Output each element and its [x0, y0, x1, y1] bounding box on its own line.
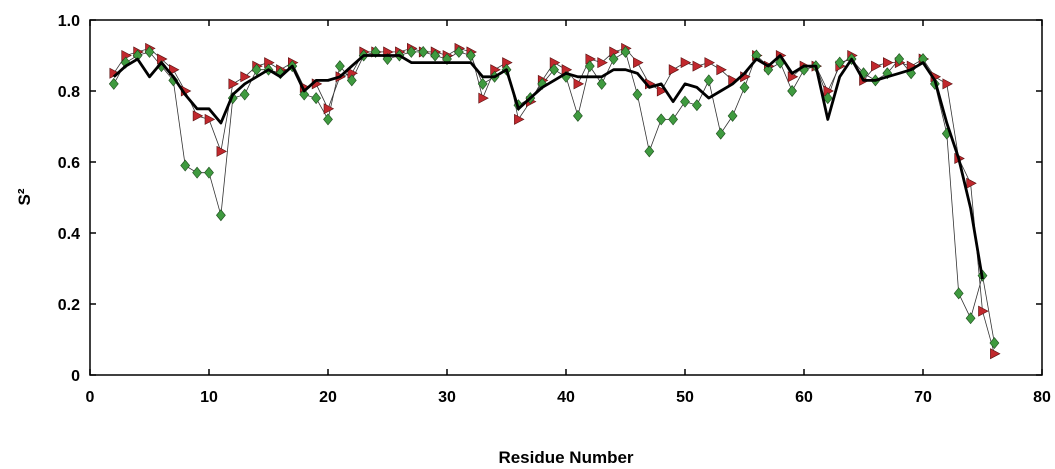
green-diamond-point: [739, 81, 750, 94]
red-triangle-point: [716, 64, 727, 76]
green-diamond-point: [965, 312, 976, 325]
green-diamond-point: [311, 92, 321, 105]
green-diamond-point: [680, 95, 690, 108]
red-triangle-point: [942, 78, 953, 90]
green-diamond-point: [299, 88, 310, 101]
y-tick-label: 0.6: [58, 155, 80, 172]
green-diamond-point: [323, 113, 333, 126]
red-triangle-point: [871, 60, 882, 72]
series-layer: [108, 42, 1001, 360]
y-tick-label: 1.0: [58, 13, 80, 30]
x-tick-label: 70: [914, 389, 932, 406]
green-diamond-point: [465, 49, 476, 62]
x-tick-label: 0: [86, 389, 95, 406]
green-diamond-point: [335, 60, 345, 73]
red-triangle-point: [323, 103, 335, 115]
red-triangle-point: [692, 60, 704, 72]
x-tick-label: 50: [676, 389, 694, 406]
red-triangle-point: [192, 110, 204, 122]
y-tick-label: 0.2: [58, 297, 80, 314]
x-tick-label: 10: [200, 389, 218, 406]
green-diamond-point: [715, 127, 726, 140]
green-diamond-point: [180, 159, 191, 172]
green-diamond-point: [573, 109, 583, 122]
green-diamond-point: [204, 166, 214, 179]
green-diamond-point: [894, 53, 905, 66]
green-diamond-point: [703, 74, 714, 87]
red-triangle-point: [680, 57, 692, 69]
green-diamond-point: [596, 77, 607, 90]
green-diamond-point: [454, 45, 464, 58]
green-diamond-point: [239, 88, 250, 101]
x-tick-label: 40: [557, 389, 575, 406]
red-triangle-point: [573, 78, 585, 90]
green-diamond-point: [834, 56, 845, 69]
red-triangle-point: [704, 57, 715, 69]
red-triangle-point: [656, 85, 668, 97]
green-diamond-point: [608, 53, 619, 66]
green-diamond-point: [620, 45, 631, 58]
green-diamond-point: [406, 45, 417, 58]
series-black-line: [112, 54, 984, 280]
x-tick-label: 80: [1033, 389, 1051, 406]
red-triangle-point: [169, 64, 180, 76]
red-triangle-point: [514, 113, 525, 125]
x-axis-label: Residue Number: [498, 448, 633, 467]
x-tick-label: 20: [319, 389, 337, 406]
red-triangle-point: [204, 113, 216, 125]
x-axis: 0 10 20 30 40 50 60 70 80: [86, 20, 1051, 406]
green-diamond-point: [763, 63, 774, 76]
green-diamond-point: [168, 74, 179, 87]
red-triangle-point: [990, 348, 1001, 360]
green-diamond-point: [442, 53, 452, 66]
red-triangle-point: [633, 57, 644, 69]
green-diamond-point: [953, 287, 964, 300]
green-diamond-point: [346, 74, 357, 87]
green-diamond-point: [216, 209, 226, 222]
green-diamond-point: [632, 88, 643, 101]
green-diamond-point: [727, 109, 738, 122]
green-diamond-point: [144, 45, 155, 58]
y-tick-label: 0.8: [58, 84, 80, 101]
y-axis: 0 0.2 0.4 0.6 0.8 1.0: [58, 13, 1042, 385]
red-triangle-point: [240, 71, 251, 83]
green-diamond-point: [418, 45, 429, 58]
red-triangle-point: [228, 78, 239, 90]
green-diamond-point: [692, 99, 702, 112]
green-diamond-point: [108, 77, 119, 90]
green-diamond-point: [430, 49, 440, 62]
y-tick-label: 0: [71, 368, 80, 385]
green-diamond-point: [477, 77, 488, 90]
red-triangle-point: [597, 57, 608, 69]
green-diamond-point: [989, 337, 1000, 350]
x-tick-label: 30: [438, 389, 456, 406]
red-triangle-point: [882, 57, 894, 69]
green-diamond-point: [822, 92, 833, 105]
green-diamond-point: [787, 85, 797, 97]
x-tick-label: 60: [795, 389, 813, 406]
green-diamond-point: [192, 166, 202, 179]
green-diamond-point: [656, 113, 667, 126]
red-triangle-point: [216, 145, 228, 157]
green-diamond-point: [668, 113, 678, 126]
y-tick-label: 0.4: [58, 226, 80, 243]
green-diamond-point: [549, 63, 559, 76]
red-triangle-point: [966, 177, 977, 189]
red-triangle-point: [978, 305, 989, 317]
green-diamond-point: [584, 60, 595, 73]
y-axis-label: S²: [15, 188, 34, 205]
red-triangle-point: [668, 64, 680, 76]
red-triangle-point: [478, 92, 489, 104]
green-diamond-point: [644, 145, 655, 158]
